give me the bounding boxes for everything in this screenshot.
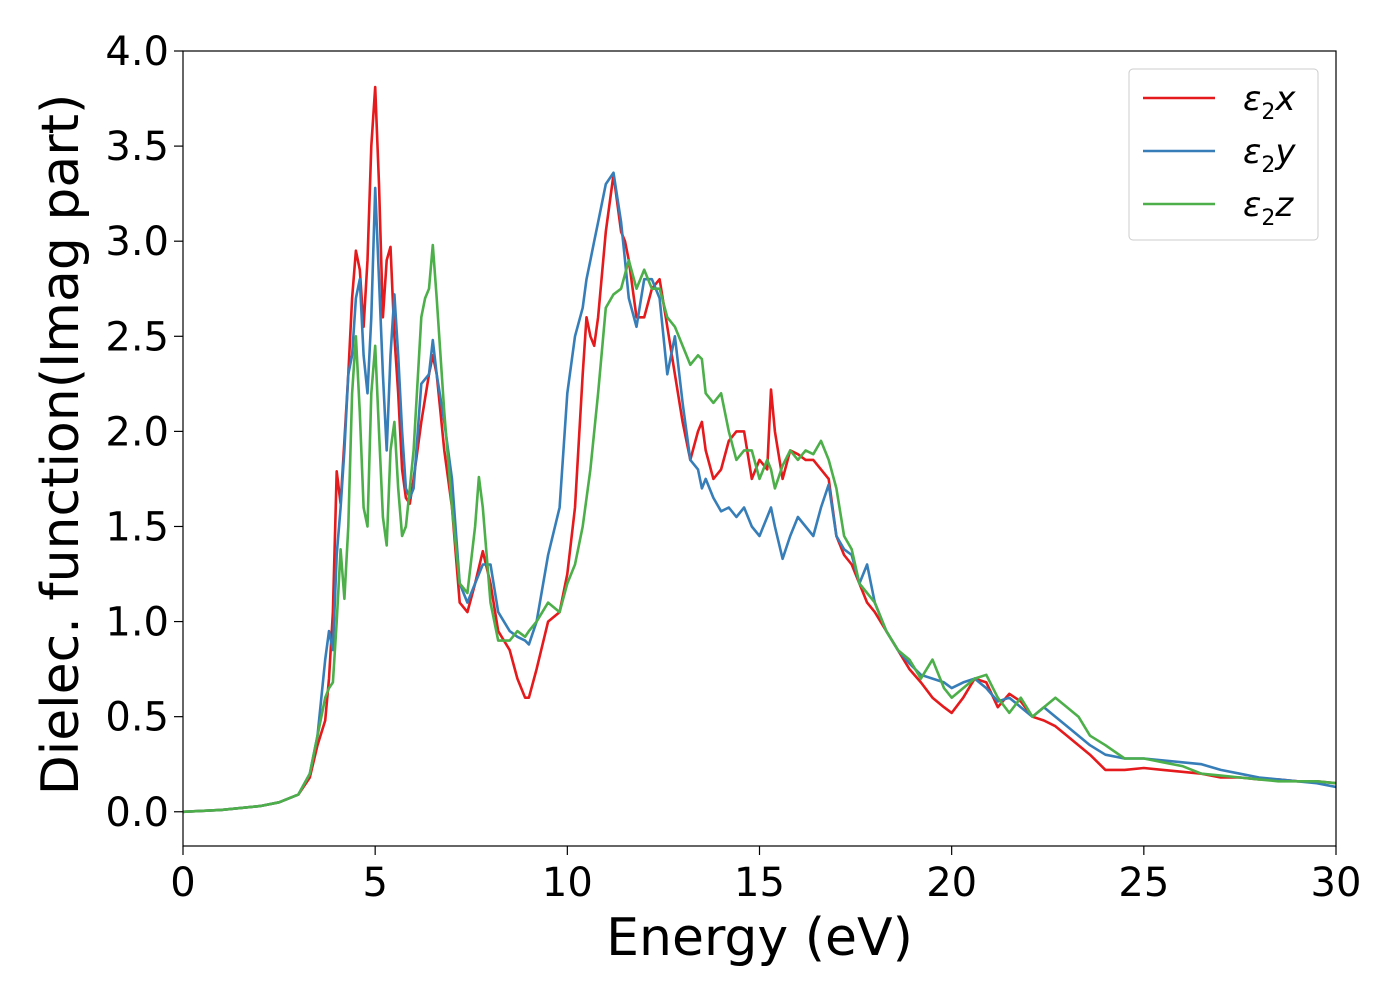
legend-box [1128,68,1319,241]
y-tick-label: 1.5 [105,504,169,550]
y-tick-label: 4.0 [105,29,169,75]
x-axis-title: Energy (eV) [606,908,913,968]
legend: ε2x ε2y ε2z [1128,68,1319,241]
legend-items: ε2x ε2y ε2z [1143,79,1296,231]
y-tick-label: 2.5 [105,314,169,360]
y-axis-ticks: 0.0 0.5 1.0 1.5 2.0 2.5 3.0 3.5 4.0 [105,29,183,836]
series-line-y [183,171,1336,814]
legend-label: ε2z [1243,185,1294,231]
x-tick-label: 0 [170,860,195,906]
x-tick-label: 5 [362,860,387,906]
y-tick-label: 0.0 [105,790,169,836]
x-tick-label: 25 [1118,860,1169,906]
x-axis-ticks: 0 5 10 15 20 25 30 [170,846,1361,906]
y-axis-title: Dielec. function(Imag part) [31,94,91,796]
legend-label: ε2x [1243,79,1296,125]
series-line-x [183,85,1336,814]
series-layer [183,85,1336,814]
legend-item-z: ε2z [1143,185,1294,231]
y-tick-label: 3.5 [105,124,169,170]
x-tick-label: 10 [542,860,593,906]
y-tick-label: 3.0 [105,219,169,265]
x-tick-label: 20 [926,860,977,906]
legend-item-y: ε2y [1143,132,1296,178]
legend-item-x: ε2x [1143,79,1296,125]
y-tick-label: 0.5 [105,695,169,741]
legend-label: ε2y [1243,132,1296,178]
y-tick-label: 1.0 [105,600,169,646]
x-tick-label: 15 [734,860,785,906]
x-tick-label: 30 [1311,860,1362,906]
y-tick-label: 2.0 [105,409,169,455]
series-line-z [183,243,1336,814]
